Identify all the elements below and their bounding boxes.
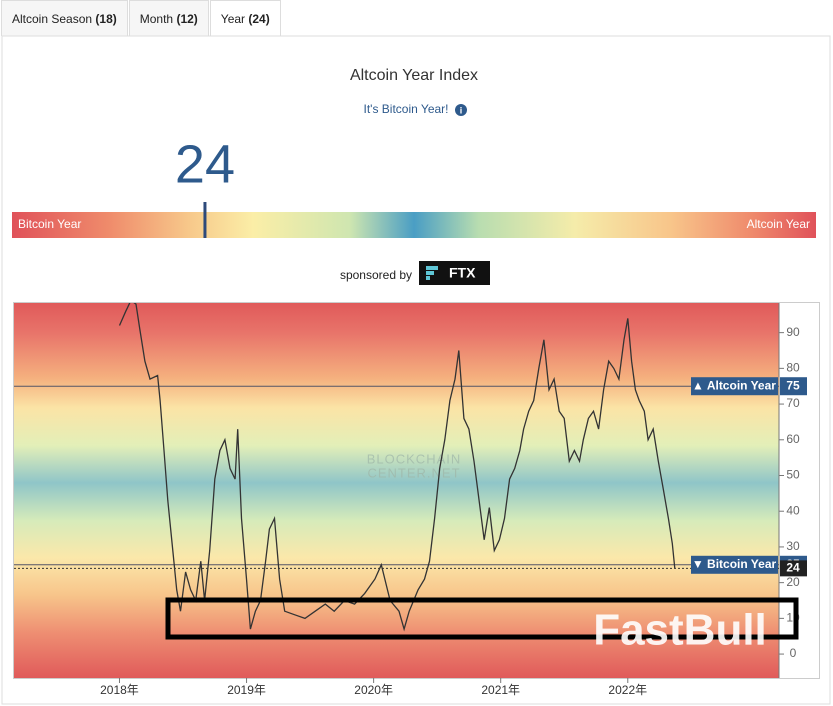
x-tick-label: 2022年 [608, 683, 647, 697]
title: Altcoin Year Index [350, 67, 478, 84]
tab[interactable]: Month (12) [128, 0, 209, 36]
threshold-label: ▼ Bitcoin Year [692, 557, 777, 571]
tab-bar: Altcoin Season (18) Month (12) Year (24) [0, 0, 281, 37]
y-tick-label: 20 [786, 575, 800, 589]
tab-count: (18) [95, 12, 117, 26]
y-tick-label: 80 [786, 361, 800, 375]
threshold-label-box [691, 555, 778, 574]
subtitle: It's Bitcoin Year! [363, 102, 448, 116]
y-tick-label: 50 [786, 468, 800, 482]
axis-area [779, 303, 820, 678]
tab-count: (12) [176, 12, 198, 26]
tab[interactable]: Altcoin Season (18) [1, 0, 128, 36]
highlight-box [165, 597, 799, 640]
watermark: BLOCKCHAIN [367, 451, 462, 466]
logo-mark [426, 271, 434, 275]
threshold-label: ▲ Altcoin Year [692, 378, 776, 392]
logo-mark [426, 276, 430, 280]
plot-background [14, 303, 779, 678]
gauge-right-label: Altcoin Year [747, 217, 810, 231]
index-value: 24 [175, 134, 235, 194]
tab-count: (24) [248, 12, 270, 26]
y-tick-label: 30 [786, 539, 800, 553]
tab-label: Year [220, 12, 246, 26]
x-tick-label: 2020年 [354, 683, 393, 697]
gauge-bar [12, 212, 816, 238]
watermark: CENTER.NET [367, 465, 460, 480]
x-tick-label: 2019年 [227, 683, 266, 697]
y-tick-label: 0 [790, 646, 797, 660]
logo-mark [426, 266, 438, 270]
sponsor-name: FTX [449, 265, 476, 281]
x-tick-label: 2021年 [481, 683, 520, 697]
x-tick-label: 2018年 [100, 683, 139, 697]
chart-border [13, 302, 820, 679]
threshold-value: 75 [786, 378, 800, 392]
y-tick-label: 60 [786, 432, 800, 446]
panel [1, 35, 831, 705]
info-glyph: i [460, 105, 463, 115]
tab[interactable]: Year (24) [209, 0, 281, 36]
y-tick-label: 90 [786, 325, 800, 339]
index-line [118, 303, 676, 632]
threshold-label-box [691, 377, 778, 396]
current-value: 24 [786, 561, 800, 575]
gauge-left-label: Bitcoin Year [18, 217, 81, 231]
sponsor-prefix: sponsored by [340, 268, 412, 282]
overlay-watermark: FastBull [593, 606, 767, 655]
tab-label: Month [139, 12, 174, 26]
y-tick-label: 70 [786, 396, 800, 410]
y-tick-label: 40 [786, 503, 800, 517]
current-value-box [780, 560, 807, 577]
tab-label: Altcoin Season [12, 12, 93, 26]
threshold-value-box [780, 377, 807, 396]
info-icon[interactable] [455, 104, 467, 116]
